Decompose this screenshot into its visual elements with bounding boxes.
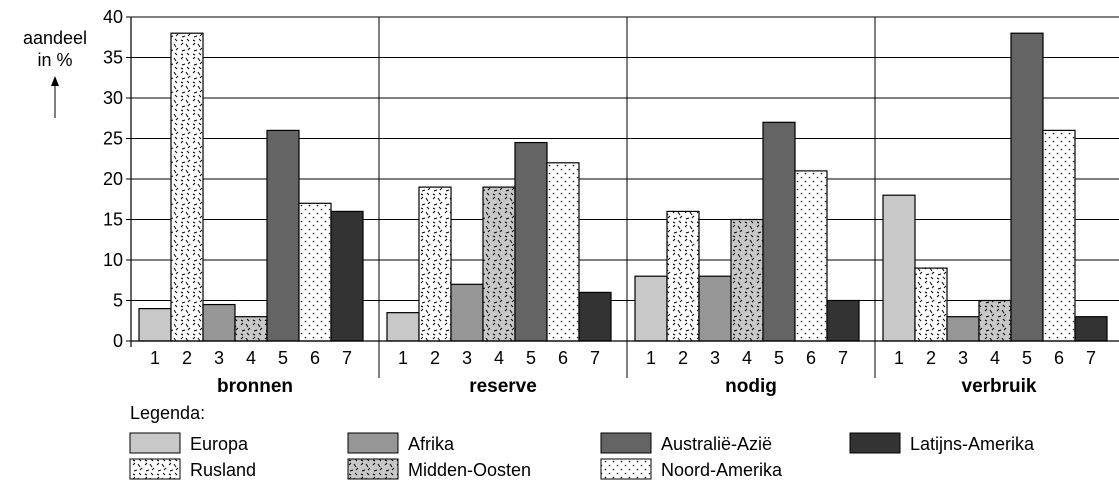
y-tick-label: 35 — [103, 48, 123, 68]
y-axis-label: aandeel — [23, 28, 87, 48]
x-tick-label: 1 — [646, 348, 656, 368]
x-tick-label: 3 — [958, 348, 968, 368]
legend-swatch — [849, 432, 901, 454]
legend-swatch — [129, 432, 181, 454]
legend-swatch — [129, 458, 181, 480]
x-tick-label: 4 — [494, 348, 504, 368]
x-tick-label: 7 — [590, 348, 600, 368]
bar — [578, 291, 612, 342]
legend-item-label: Noord-Amerika — [661, 460, 783, 480]
bar — [978, 299, 1012, 342]
bar — [170, 32, 204, 342]
group-label: reserve — [469, 376, 537, 397]
x-tick-label: 6 — [1054, 348, 1064, 368]
x-tick-label: 4 — [246, 348, 256, 368]
y-tick-label: 40 — [103, 7, 123, 27]
legend-item-label: Europa — [190, 434, 249, 454]
legend-swatch — [347, 458, 399, 480]
y-axis-label: in % — [37, 50, 72, 70]
bar — [1010, 32, 1044, 342]
x-tick-label: 4 — [742, 348, 752, 368]
legend-item-label: Rusland — [190, 460, 256, 480]
legend-swatch — [600, 458, 652, 480]
x-tick-label: 5 — [1022, 348, 1032, 368]
bar — [298, 202, 332, 342]
x-tick-label: 3 — [710, 348, 720, 368]
x-tick-label: 6 — [806, 348, 816, 368]
legend-swatch — [600, 432, 652, 454]
bar — [266, 129, 300, 342]
legend-item-label: Australië-Azië — [661, 434, 772, 454]
legend-item-label: Afrika — [408, 434, 455, 454]
x-tick-label: 2 — [926, 348, 936, 368]
bar — [546, 162, 580, 342]
bar — [514, 141, 548, 342]
bar — [1074, 316, 1108, 342]
bar — [762, 121, 796, 342]
x-tick-label: 5 — [526, 348, 536, 368]
x-tick-label: 3 — [214, 348, 224, 368]
bar — [698, 275, 732, 342]
x-tick-label: 2 — [678, 348, 688, 368]
y-tick-label: 5 — [113, 291, 123, 311]
bar — [882, 194, 916, 342]
bar — [794, 170, 828, 342]
y-tick-label: 25 — [103, 129, 123, 149]
x-tick-label: 6 — [310, 348, 320, 368]
y-axis-arrowhead — [51, 76, 59, 86]
x-tick-label: 5 — [278, 348, 288, 368]
legend-item-label: Latijns-Amerika — [910, 434, 1035, 454]
bar — [418, 186, 452, 342]
x-tick-label: 2 — [182, 348, 192, 368]
x-tick-label: 7 — [342, 348, 352, 368]
legend-title: Legenda: — [130, 403, 205, 423]
bar — [202, 303, 236, 342]
bar — [946, 316, 980, 342]
x-tick-label: 6 — [558, 348, 568, 368]
x-tick-label: 4 — [990, 348, 1000, 368]
legend-swatch — [347, 432, 399, 454]
legend-item-label: Midden-Oosten — [408, 460, 531, 480]
bar — [914, 267, 948, 342]
x-tick-label: 2 — [430, 348, 440, 368]
x-tick-label: 5 — [774, 348, 784, 368]
x-tick-label: 1 — [398, 348, 408, 368]
x-tick-label: 1 — [150, 348, 160, 368]
y-tick-label: 20 — [103, 169, 123, 189]
y-tick-label: 30 — [103, 88, 123, 108]
bar — [730, 218, 764, 342]
y-tick-label: 0 — [113, 331, 123, 351]
bar — [826, 299, 860, 342]
bar — [450, 283, 484, 342]
bar — [1042, 129, 1076, 342]
bar — [138, 308, 172, 342]
bar — [482, 186, 516, 342]
group-label: nodig — [725, 376, 777, 397]
x-tick-label: 1 — [894, 348, 904, 368]
x-tick-label: 7 — [838, 348, 848, 368]
bar — [234, 316, 268, 342]
x-tick-label: 7 — [1086, 348, 1096, 368]
group-label: verbruik — [962, 376, 1037, 397]
bar — [666, 210, 700, 342]
group-label: bronnen — [217, 376, 293, 397]
y-tick-label: 15 — [103, 210, 123, 230]
bar — [634, 275, 668, 342]
y-tick-label: 10 — [103, 250, 123, 270]
bar — [386, 312, 420, 342]
bar — [330, 210, 364, 342]
x-tick-label: 3 — [462, 348, 472, 368]
